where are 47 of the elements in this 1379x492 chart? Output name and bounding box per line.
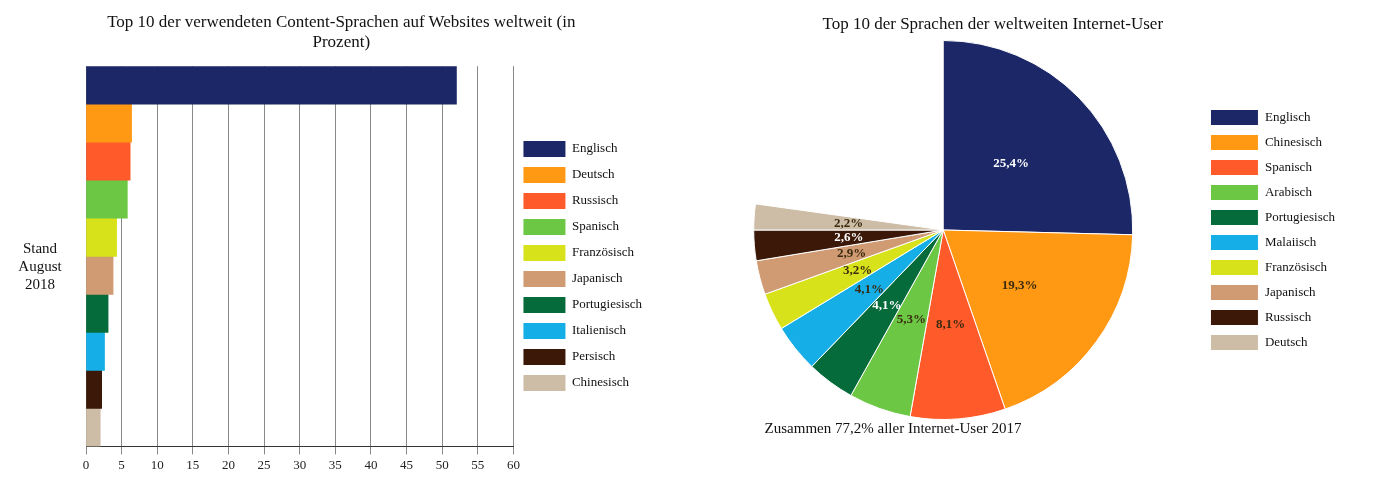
x-tick-label: 45 [400, 456, 414, 472]
data-label: 4,1% [854, 280, 884, 296]
legend-label: Deutsch [1264, 333, 1308, 349]
data-label: 4,1% [871, 297, 902, 313]
data-label: 2,9% [836, 245, 866, 261]
data-label: 2,6% [833, 229, 864, 245]
legend-label: Französisch [1264, 258, 1328, 274]
x-tick-label: 20 [221, 456, 235, 472]
x-tick-label: 40 [364, 456, 378, 472]
text: Zusammen 77,2% aller Internet-User 2017 [764, 420, 1023, 437]
legend-label: Spanisch [1264, 158, 1312, 174]
legend-label: Japanisch [1264, 283, 1316, 299]
legend-label: Französisch [571, 244, 635, 260]
legend-label: Englisch [1264, 108, 1311, 124]
legend-label: Russisch [1264, 308, 1312, 324]
data-label: 19,3% [1001, 277, 1038, 293]
legend-label: Arabisch [1264, 183, 1312, 199]
legend-label: Malaiisch [1264, 233, 1317, 249]
legend-label: Italienisch [571, 322, 627, 338]
legend-label: Persisch [571, 348, 616, 364]
x-tick-label: 55 [471, 456, 485, 472]
data-label: 5,3% [896, 310, 926, 326]
x-tick-label: 60 [506, 456, 520, 472]
data-label: 2,2% [833, 214, 863, 230]
y-axis-title: Stand August 2018 [17, 239, 63, 293]
legend-label: Portugiesisch [571, 296, 643, 312]
x-tick-label: 25 [257, 456, 271, 472]
legend-label: Russisch [571, 192, 619, 208]
data-label: 25,4% [992, 155, 1029, 171]
x-tick-label: 5 [118, 456, 125, 472]
x-tick-label: 30 [293, 456, 307, 472]
chart-title: Top 10 der Sprachen der weltweiten Internet-User [821, 14, 1165, 34]
x-tick-label: 35 [328, 456, 342, 472]
x-tick-label: 15 [186, 456, 200, 472]
x-tick-label: 10 [150, 456, 164, 472]
legend-label: Chinesisch [571, 374, 630, 390]
legend-label: Deutsch [571, 166, 616, 182]
x-tick-label: 50 [435, 456, 449, 472]
data-label: 8,1% [935, 315, 965, 331]
legend-label: Japanisch [571, 270, 623, 286]
legend-label: Englisch [571, 140, 618, 156]
legend-label: Chinesisch [1264, 133, 1323, 149]
legend-label: Spanisch [571, 218, 620, 234]
x-tick-label: 0 [82, 456, 90, 472]
legend-label: Portugiesisch [1264, 208, 1336, 224]
chart-title: Top 10 der verwendeten Content-Sprachen auf Websites weltweit (in Prozent) [106, 12, 577, 52]
data-label: 3,2% [842, 262, 872, 278]
